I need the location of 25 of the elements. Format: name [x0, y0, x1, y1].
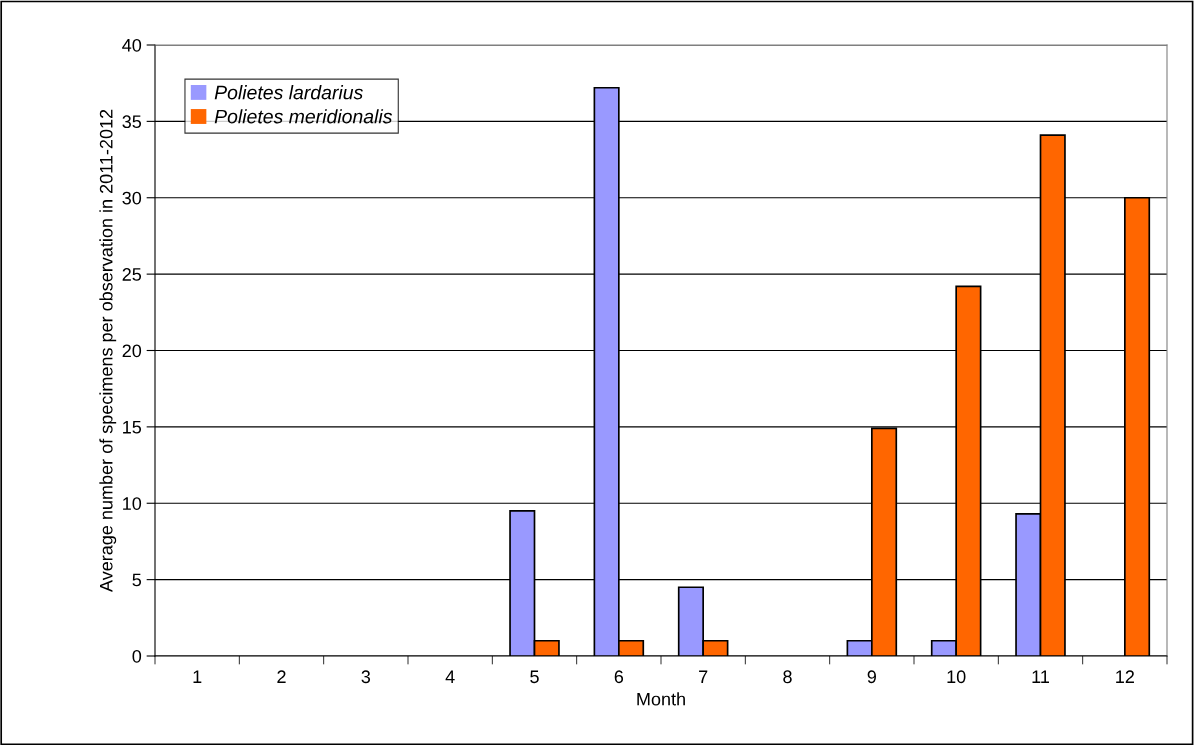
- x-tick-label: 5: [530, 670, 539, 684]
- x-axis-title: Month: [637, 692, 685, 706]
- y-axis-title: Average number of specimens per observation in 2011-2012: [99, 109, 117, 593]
- x-tick-label: 12: [1116, 670, 1134, 683]
- legend-label: Polietes lardarius: [214, 85, 363, 100]
- y-tick-label: 25: [122, 268, 142, 281]
- x-tick-label: 9: [867, 670, 876, 684]
- y-tick-label: 10: [123, 497, 142, 510]
- x-tick-label: 4: [445, 670, 455, 683]
- x-tick-label: 3: [361, 670, 371, 684]
- y-tick-label: 15: [123, 421, 142, 434]
- y-tick-label: 5: [132, 573, 142, 587]
- y-tick-label: 40: [122, 38, 142, 52]
- y-tick-label: 20: [122, 344, 142, 358]
- y-tick-label: 35: [122, 115, 142, 129]
- y-tick-label: 30: [122, 191, 142, 205]
- x-tick-label: 10: [947, 670, 966, 684]
- x-tick-label: 1: [193, 670, 202, 683]
- x-tick-label: 8: [783, 670, 792, 684]
- y-tick-label: 0: [132, 649, 142, 663]
- x-tick-label: 2: [277, 670, 286, 683]
- x-tick-label: 7: [699, 670, 708, 683]
- x-tick-label: 11: [1032, 670, 1049, 683]
- x-tick-label: 6: [614, 670, 624, 684]
- legend-label: Polietes meridionalis: [214, 109, 393, 124]
